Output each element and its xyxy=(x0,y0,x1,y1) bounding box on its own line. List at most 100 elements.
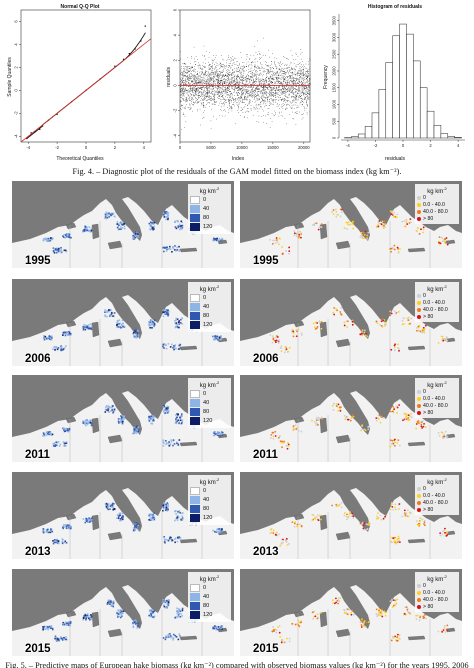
residual-point xyxy=(213,81,214,83)
residual-point xyxy=(307,105,308,107)
observed-point xyxy=(404,225,407,228)
residual-point xyxy=(181,80,182,81)
residual-point xyxy=(298,91,300,93)
residual-point xyxy=(181,129,183,130)
residual-point xyxy=(266,69,268,70)
biomass-cell xyxy=(151,222,153,225)
residual-point xyxy=(200,77,202,78)
residual-point xyxy=(285,108,286,110)
residual-point xyxy=(287,104,289,105)
biomass-cell xyxy=(123,222,125,225)
residual-point xyxy=(305,75,307,76)
residual-point xyxy=(202,80,204,82)
residual-point xyxy=(234,57,235,59)
residual-point xyxy=(210,71,212,73)
residual-point xyxy=(276,78,277,80)
residual-point xyxy=(220,67,221,69)
residual-point xyxy=(229,72,231,73)
residual-point xyxy=(233,71,235,73)
residual-point xyxy=(226,94,228,96)
residual-point xyxy=(189,97,191,99)
residual-point xyxy=(189,76,190,77)
residual-point xyxy=(237,90,239,91)
hist-ytick-label: 2000 xyxy=(332,66,337,76)
qq-point xyxy=(144,25,146,27)
residual-point xyxy=(201,87,202,88)
qq-point xyxy=(30,132,32,134)
residual-point xyxy=(199,65,200,66)
residual-point xyxy=(180,100,181,102)
residual-point xyxy=(208,97,209,98)
residual-point xyxy=(230,82,232,83)
residual-point xyxy=(233,102,235,103)
residual-point xyxy=(207,88,208,89)
residual-point xyxy=(301,98,303,99)
residual-point xyxy=(222,95,223,96)
residual-point xyxy=(269,102,270,104)
residual-point xyxy=(226,59,228,61)
hist-xtick-label: 0 xyxy=(402,143,405,148)
residual-point xyxy=(202,70,203,72)
residual-point xyxy=(208,92,209,94)
qq-point xyxy=(26,137,28,140)
residual-point xyxy=(225,96,226,98)
residual-point xyxy=(259,73,261,75)
residual-point xyxy=(180,51,181,52)
residual-point xyxy=(301,81,302,82)
residual-point xyxy=(262,79,264,81)
residual-point xyxy=(191,56,192,57)
residual-point xyxy=(308,85,310,87)
residual-point xyxy=(231,58,233,60)
residual-point xyxy=(196,94,198,96)
residual-point xyxy=(286,87,288,89)
residual-point xyxy=(189,103,190,105)
biomass-cell xyxy=(85,225,88,228)
residual-point xyxy=(197,91,199,93)
observed-point xyxy=(389,248,392,250)
observed-point xyxy=(288,252,290,255)
residual-point xyxy=(200,80,202,82)
residual-point xyxy=(186,69,188,71)
residual-point xyxy=(196,103,198,104)
biomass-cell xyxy=(163,211,165,214)
residual-point xyxy=(248,59,250,60)
residual-point xyxy=(189,78,190,79)
residual-point xyxy=(286,64,287,66)
observed-point xyxy=(377,225,380,228)
residual-point xyxy=(264,68,266,70)
residual-point xyxy=(254,102,256,103)
residual-point xyxy=(180,84,182,86)
residual-point xyxy=(212,98,214,99)
residual-point xyxy=(285,95,286,97)
residual-point xyxy=(299,77,301,79)
residual-point xyxy=(244,99,246,100)
legend-entry: 40.0 - 80.0 xyxy=(417,209,457,216)
residual-point xyxy=(254,66,255,67)
observed-point xyxy=(299,230,301,233)
residual-point xyxy=(185,66,187,67)
residual-point xyxy=(274,63,275,65)
residual-point xyxy=(305,63,307,65)
residual-point xyxy=(259,74,261,75)
residual-point xyxy=(274,83,275,84)
residual-point xyxy=(238,80,240,82)
residual-point xyxy=(203,82,204,83)
residual-point xyxy=(272,92,274,94)
residual-point xyxy=(222,64,224,65)
residual-point xyxy=(235,79,237,80)
residual-point xyxy=(239,89,240,91)
residual-point xyxy=(290,86,292,88)
residual-point xyxy=(263,88,265,89)
biomass-cell xyxy=(136,336,138,339)
residual-point xyxy=(188,79,189,81)
biomass-cell xyxy=(165,250,168,252)
residual-point xyxy=(292,83,294,84)
residual-point xyxy=(300,85,302,87)
residual-point xyxy=(239,83,240,85)
residual-point xyxy=(291,72,293,74)
residual-point xyxy=(252,93,254,94)
biomass-cell xyxy=(172,247,175,250)
residual-point xyxy=(268,78,269,79)
residual-point xyxy=(281,99,283,100)
biomass-cell xyxy=(105,216,108,218)
